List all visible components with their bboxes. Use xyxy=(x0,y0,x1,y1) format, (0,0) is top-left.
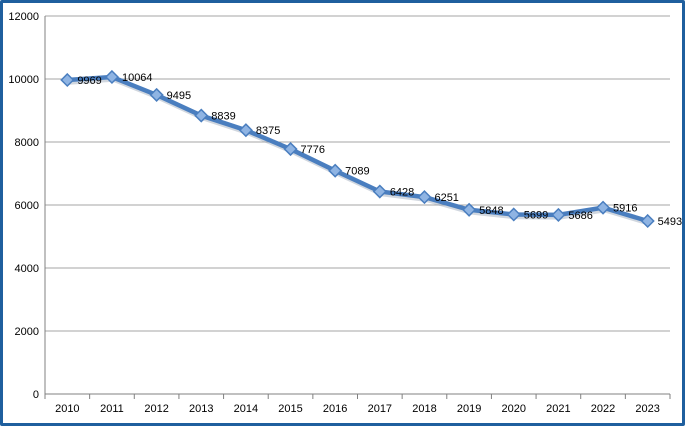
x-tick-label-2015: 2015 xyxy=(278,403,302,415)
gridlines xyxy=(45,15,670,332)
markers xyxy=(60,69,655,229)
data-point-2020 xyxy=(506,207,521,222)
axes xyxy=(44,16,671,399)
y-axis-tick-labels: 0 2000 4000 6000 8000 10000 12000 xyxy=(8,11,39,401)
data-label-2014: 8375 xyxy=(256,125,280,137)
y-tick-label: 4000 xyxy=(15,263,39,275)
x-tick-label-2018: 2018 xyxy=(412,403,436,415)
y-tick-label: 2000 xyxy=(15,326,39,338)
data-label-2011: 10064 xyxy=(122,72,153,84)
y-tick-label: 12000 xyxy=(8,11,39,23)
data-point-2017 xyxy=(372,184,387,199)
x-tick-label-2020: 2020 xyxy=(502,403,526,415)
x-tick-label-2010: 2010 xyxy=(55,403,79,415)
x-tick-label-2013: 2013 xyxy=(189,403,213,415)
data-point-2021 xyxy=(551,207,566,222)
x-tick-label-2023: 2023 xyxy=(635,403,659,415)
y-tick-label: 8000 xyxy=(15,137,39,149)
data-point-2018 xyxy=(417,190,432,205)
data-label-2012: 9495 xyxy=(167,90,191,102)
data-point-2015 xyxy=(283,141,298,157)
data-labels: 9969 10064 9495 8839 8375 7776 7089 6428 6251 584… xyxy=(77,72,682,228)
data-point-2012 xyxy=(149,87,164,102)
x-tick-label-2016: 2016 xyxy=(323,403,347,415)
y-tick-label: 10000 xyxy=(8,74,39,86)
x-tick-label-2021: 2021 xyxy=(546,403,570,415)
data-point-2011 xyxy=(104,69,120,85)
data-label-2022: 5916 xyxy=(613,203,637,215)
series-line-layer xyxy=(65,74,652,226)
x-tick-label-2011: 2011 xyxy=(100,403,124,415)
x-tick-label-2022: 2022 xyxy=(591,403,615,415)
data-point-2019 xyxy=(462,202,477,217)
data-point-2014 xyxy=(238,123,253,138)
data-label-2015: 7776 xyxy=(301,144,325,156)
data-label-2020: 5699 xyxy=(524,209,548,221)
y-tick-label: 0 xyxy=(33,389,39,401)
data-point-2010 xyxy=(60,72,75,88)
x-tick-label-2017: 2017 xyxy=(368,403,392,415)
data-label-2019: 5848 xyxy=(479,205,503,217)
data-label-2018: 6251 xyxy=(434,192,458,204)
x-tick-label-2012: 2012 xyxy=(144,403,168,415)
x-axis-tick-labels: 2010 2011 2012 2013 2014 2015 2016 2017 2018 2019… xyxy=(55,403,660,415)
data-point-2013 xyxy=(194,108,209,123)
data-label-2021: 5686 xyxy=(568,210,592,222)
y-tick-label: 6000 xyxy=(15,200,39,212)
data-point-2022 xyxy=(595,200,611,215)
data-label-2016: 7089 xyxy=(345,166,369,178)
x-tick-label-2014: 2014 xyxy=(234,403,258,415)
data-point-2023 xyxy=(640,213,655,229)
data-point-2016 xyxy=(328,163,343,178)
data-label-2023: 5493 xyxy=(658,216,682,228)
data-label-2017: 6428 xyxy=(390,187,414,199)
series-line xyxy=(65,74,650,224)
data-label-2010: 9969 xyxy=(77,75,101,87)
x-tick-label-2019: 2019 xyxy=(457,403,481,415)
data-label-2013: 8839 xyxy=(211,111,235,123)
